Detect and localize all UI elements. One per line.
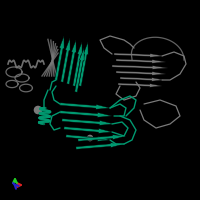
- Polygon shape: [60, 103, 110, 109]
- Polygon shape: [116, 71, 166, 75]
- Polygon shape: [62, 119, 114, 125]
- Polygon shape: [55, 36, 64, 80]
- Polygon shape: [79, 42, 88, 86]
- Polygon shape: [67, 40, 76, 84]
- Polygon shape: [114, 53, 164, 57]
- Polygon shape: [60, 111, 112, 117]
- Polygon shape: [73, 42, 82, 86]
- Circle shape: [34, 106, 42, 114]
- Polygon shape: [116, 59, 166, 63]
- Polygon shape: [76, 143, 124, 149]
- Polygon shape: [118, 83, 162, 87]
- Polygon shape: [120, 77, 164, 81]
- Polygon shape: [112, 65, 168, 69]
- Polygon shape: [66, 135, 110, 141]
- Circle shape: [87, 135, 93, 141]
- Polygon shape: [75, 48, 84, 92]
- Polygon shape: [64, 127, 112, 133]
- Polygon shape: [61, 38, 70, 82]
- Polygon shape: [78, 135, 126, 141]
